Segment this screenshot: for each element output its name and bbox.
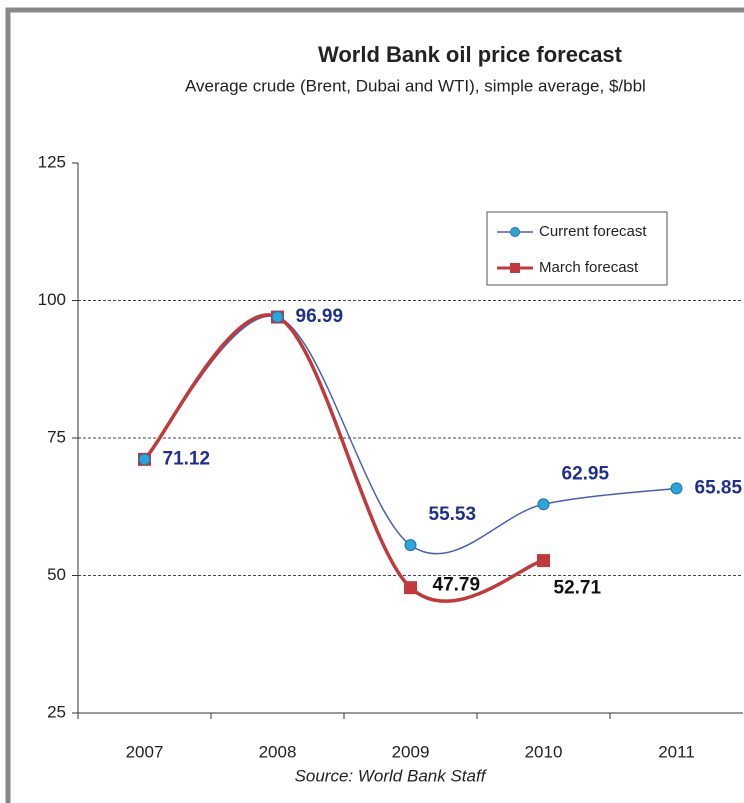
x-tick-label: 2008 <box>259 742 297 761</box>
y-tick-label: 100 <box>38 290 66 309</box>
marker <box>670 482 683 495</box>
data-label: 65.85 <box>695 477 743 498</box>
source-note: Source: World Bank Staff <box>295 766 488 785</box>
y-tick-label: 125 <box>38 152 66 171</box>
data-label: 96.99 <box>296 306 344 327</box>
y-tick-label: 75 <box>47 427 66 446</box>
marker <box>271 311 284 324</box>
x-tick-label: 2009 <box>392 742 430 761</box>
legend: Current forecast March forecast <box>486 211 668 286</box>
chart-title: World Bank oil price forecast <box>318 42 623 67</box>
data-label: 62.95 <box>562 463 610 484</box>
series-line <box>143 313 544 603</box>
data-label: 55.53 <box>429 504 477 525</box>
legend-label: March forecast <box>539 259 639 276</box>
data-label: 47.79 <box>433 575 481 596</box>
marker <box>404 581 417 595</box>
marker <box>537 554 550 568</box>
x-tick-label: 2011 <box>658 742 695 761</box>
legend-label: Current forecast <box>539 223 647 240</box>
legend-marker <box>510 227 520 237</box>
x-tick-label: 2007 <box>126 742 164 761</box>
marker <box>138 453 151 466</box>
legend-marker <box>510 263 520 273</box>
marker <box>404 539 417 552</box>
chart-subtitle: Average crude (Brent, Dubai and WTI), si… <box>185 76 646 95</box>
y-tick-label: 25 <box>47 702 66 721</box>
data-label: 52.71 <box>554 578 602 599</box>
marker <box>537 498 550 511</box>
series-line <box>143 315 677 555</box>
data-label: 71.12 <box>163 448 211 469</box>
y-tick-label: 50 <box>47 565 66 584</box>
frame <box>5 7 744 803</box>
x-tick-label: 2010 <box>525 742 563 761</box>
